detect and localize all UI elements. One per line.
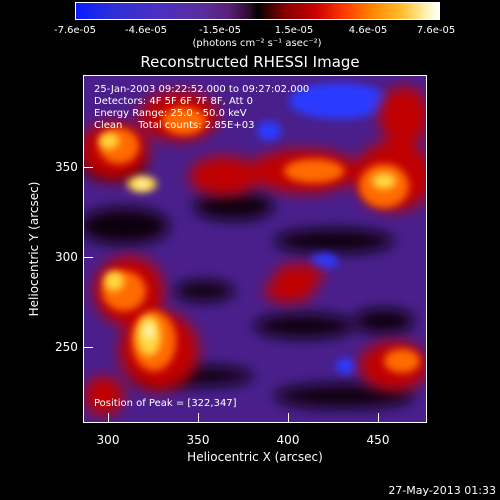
x-tick-label: 450 — [366, 433, 390, 447]
colorbar — [75, 2, 440, 20]
plot-title: Reconstructed RHESSI Image — [140, 53, 360, 71]
colorbar-tick-label: -4.6e-05 — [125, 25, 167, 36]
x-tick-mark — [288, 413, 289, 422]
x-tick-label: 300 — [96, 433, 120, 447]
colorbar-units: (photons cm⁻² s⁻¹ asec⁻²) — [192, 38, 322, 49]
x-tick-label: 400 — [276, 433, 300, 447]
x-tick-mark — [378, 413, 379, 422]
info-detectors: Detectors: 4F 5F 6F 7F 8F, Att 0 — [94, 96, 254, 107]
y-tick-label: 350 — [55, 160, 78, 174]
colorbar-tick-label: -7.6e-05 — [54, 25, 96, 36]
y-tick-mark — [84, 257, 93, 258]
colorbar-tick-label: 1.5e-05 — [274, 25, 314, 36]
peak-position-label: Position of Peak = [322,347] — [94, 398, 237, 409]
x-axis-label: Heliocentric X (arcsec) — [187, 450, 323, 464]
x-tick-mark — [108, 413, 109, 422]
colorbar-tick-label: 4.6e-05 — [348, 25, 388, 36]
info-clean-counts: Clean Total counts: 2.85E+03 — [94, 120, 255, 131]
x-tick-mark — [198, 413, 199, 422]
y-tick-mark — [84, 167, 93, 168]
y-tick-mark — [84, 347, 93, 348]
image-plot-area: 25-Jan-2003 09:22:52.000 to 09:27:02.000… — [83, 75, 427, 423]
info-energy-range: Energy Range: 25.0 - 50.0 keV — [94, 108, 247, 119]
y-tick-label: 250 — [55, 340, 78, 354]
y-tick-label: 300 — [55, 250, 78, 264]
rhessi-image — [84, 76, 426, 422]
timestamp: 27-May-2013 01:33 — [388, 484, 496, 497]
colorbar-tick-label: 7.6e-05 — [416, 25, 456, 36]
y-axis-label: Heliocentric Y (arcsec) — [27, 181, 41, 317]
colorbar-tick-label: -1.5e-05 — [199, 25, 241, 36]
info-time-range: 25-Jan-2003 09:22:52.000 to 09:27:02.000 — [94, 84, 310, 95]
x-tick-label: 350 — [186, 433, 210, 447]
colorbar-gradient — [76, 3, 439, 19]
